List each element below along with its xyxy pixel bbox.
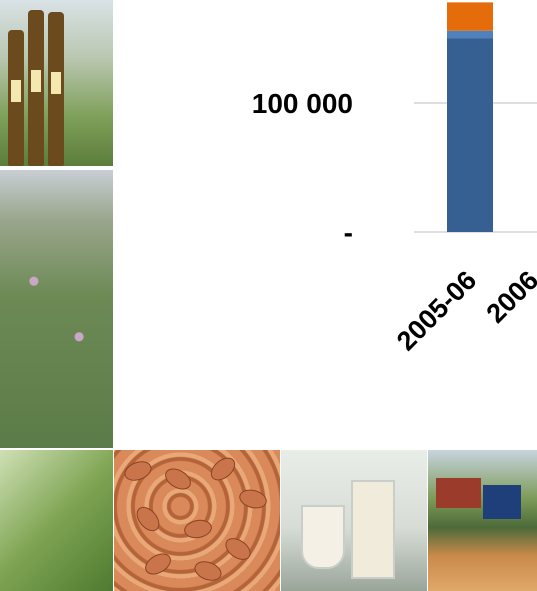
harvest-machinery-photo: [428, 450, 537, 591]
x-tick-label-2005-06: 2005-06: [391, 265, 482, 356]
oil-bottles-photo: [0, 0, 113, 166]
bars: [447, 2, 493, 232]
grain-kernels-photo: [114, 450, 280, 591]
y-tick-labels: - 100 000: [252, 88, 353, 248]
pea-flower-photo: [0, 450, 113, 591]
y-tick-label-0: -: [344, 217, 353, 248]
clover-field-photo: [0, 170, 113, 448]
bar-2005-06-segment-1: [447, 30, 493, 39]
y-tick-label-1: 100 000: [252, 88, 353, 119]
x-tick-label-2006: 2006: [481, 265, 537, 329]
bar-2005-06-segment-2: [447, 2, 493, 31]
plant-milk-glasses-photo: [281, 450, 427, 591]
bar-2005-06-segment-0: [447, 38, 493, 232]
